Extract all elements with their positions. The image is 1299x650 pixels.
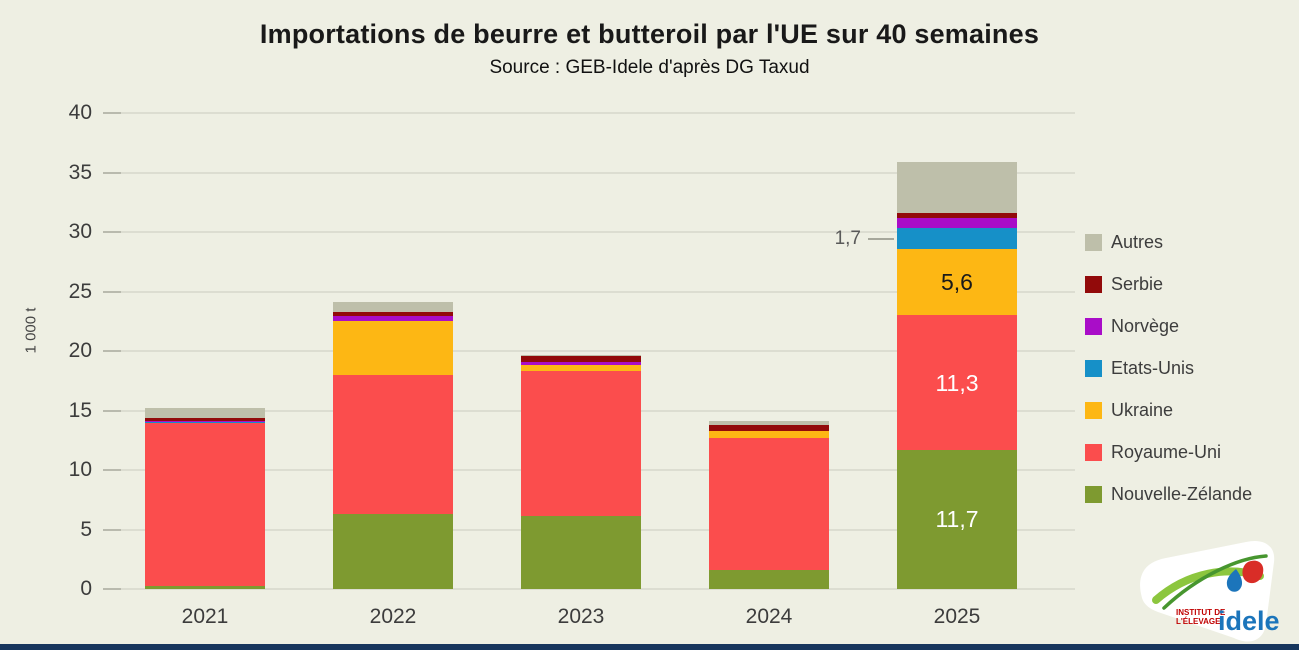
legend-label-Serbie: Serbie	[1111, 273, 1164, 294]
legend-item-Autres: Autres	[1085, 228, 1252, 256]
bar-segment-Serbie-2025	[897, 212, 1017, 218]
legend-item-Norvège: Norvège	[1085, 312, 1252, 340]
y-tick-label-40: 40	[68, 101, 92, 124]
x-tick-label-2021: 2021	[181, 605, 229, 628]
legend-swatch-Nouvelle-Zélande	[1085, 485, 1102, 503]
gridline-40	[103, 112, 1075, 114]
idele-logo: INSTITUT DE L'ÉLEVAGE idele	[1140, 540, 1280, 642]
bar-segment-Ukraine-2025	[897, 248, 1017, 316]
bar-value-label-Nouvelle-Zélande-2025: 11,7	[935, 506, 979, 533]
legend-swatch-Etats-Unis	[1085, 359, 1102, 377]
legend-swatch-Ukraine	[1085, 401, 1102, 419]
y-tick-mark-15	[103, 409, 121, 412]
footer-accent-bar	[0, 644, 1299, 650]
annotation-1-7: 1,7	[817, 226, 894, 252]
bar-segment-Etats-Unis-2021	[145, 421, 265, 423]
annotation-leader-line	[868, 237, 894, 240]
y-tick-mark-5	[103, 528, 121, 531]
gridline-30	[103, 231, 1075, 233]
y-tick-label-25: 25	[68, 279, 92, 303]
y-tick-label-0: 0	[80, 577, 92, 600]
bar-segment-Norvège-2025	[897, 217, 1017, 229]
gridline-35	[103, 171, 1075, 174]
legend-swatch-Royaume-Uni	[1085, 443, 1102, 461]
legend-swatch-Serbie	[1085, 275, 1102, 293]
bar-segment-Royaume-Uni-2021	[145, 422, 265, 586]
legend-item-Ukraine: Ukraine	[1085, 396, 1252, 424]
y-tick-mark-10	[103, 469, 121, 471]
bar-segment-Autres-2021	[145, 407, 265, 418]
bar-segment-Norvège-2021	[145, 421, 265, 422]
legend-label-Norvège: Norvège	[1111, 315, 1180, 336]
x-tick-label-2025: 2025	[933, 605, 981, 628]
bar-segment-Ukraine-2024	[709, 430, 829, 438]
logo-blue-droplet	[1226, 569, 1243, 592]
annotation-text: 1,7	[834, 227, 861, 249]
y-tick-label-5: 5	[80, 517, 92, 541]
x-tick-label-2024: 2024	[745, 605, 793, 628]
bar-segment-Etats-Unis-2025	[897, 228, 1017, 249]
legend-item-Royaume-Uni: Royaume-Uni	[1085, 438, 1252, 466]
y-tick-mark-30	[103, 231, 121, 233]
y-tick-mark-20	[103, 350, 121, 352]
legend-item-Serbie: Serbie	[1085, 270, 1252, 298]
y-tick-mark-35	[103, 171, 121, 174]
legend-item-Etats-Unis: Etats-Unis	[1085, 354, 1252, 382]
x-tick-label-2022: 2022	[369, 605, 417, 628]
bar-segment-Nouvelle-Zélande-2024	[709, 569, 829, 589]
bar-segment-Autres-2024	[709, 420, 829, 425]
y-tick-label-10: 10	[68, 458, 92, 481]
bar-segment-Nouvelle-Zélande-2022	[333, 514, 453, 589]
logo-red-comma	[1242, 560, 1264, 584]
y-tick-label-35: 35	[68, 160, 92, 184]
bar-segment-Nouvelle-Zélande-2021	[145, 586, 265, 589]
y-tick-label-15: 15	[68, 398, 92, 422]
logo-line1: INSTITUT DE	[1176, 608, 1226, 617]
legend-swatch-Autres	[1085, 233, 1102, 251]
legend-label-Nouvelle-Zélande: Nouvelle-Zélande	[1111, 483, 1253, 504]
bar-segment-Royaume-Uni-2022	[333, 374, 453, 515]
bar-segment-Serbie-2021	[145, 417, 265, 422]
legend: Autres Serbie Norvège Etats-Unis Ukraine Roya…	[1085, 228, 1252, 522]
bar-segment-Royaume-Uni-2024	[709, 437, 829, 570]
bar-segment-Autres-2025	[897, 161, 1017, 213]
legend-label-Royaume-Uni: Royaume-Uni	[1111, 441, 1222, 462]
gridline-0	[103, 588, 1075, 590]
bar-segment-Autres-2022	[333, 302, 453, 313]
logo-green-swoosh-dark	[1162, 554, 1268, 610]
logo-line2: L'ÉLEVAGE	[1176, 617, 1221, 626]
bar-segment-Serbie-2024	[709, 424, 829, 431]
chart-subtitle: Source : GEB-Idele d'après DG Taxud	[489, 57, 810, 78]
y-tick-mark-0	[103, 588, 121, 590]
legend-label-Etats-Unis: Etats-Unis	[1111, 357, 1195, 378]
gridline-25	[103, 290, 1075, 293]
bar-segment-Ukraine-2023	[521, 365, 641, 371]
bar-segment-Norvège-2023	[521, 361, 641, 366]
legend-label-Ukraine: Ukraine	[1111, 399, 1174, 420]
bar-segment-Royaume-Uni-2023	[521, 370, 641, 516]
y-tick-mark-25	[103, 290, 121, 293]
bar-segment-Ukraine-2022	[333, 321, 453, 375]
chart-title: Importations de beurre et butteroil par …	[259, 19, 1040, 49]
legend-item-Nouvelle-Zélande: Nouvelle-Zélande	[1085, 480, 1252, 508]
x-tick-label-2023: 2023	[557, 605, 605, 628]
bar-value-label-Ukraine-2025: 5,6	[941, 268, 973, 295]
bar-segment-Serbie-2023	[521, 356, 641, 362]
bar-segment-Autres-2023	[521, 354, 641, 357]
bar-segment-Nouvelle-Zélande-2025	[897, 449, 1017, 589]
bar-value-label-Royaume-Uni-2025: 11,3	[935, 369, 979, 396]
y-tick-label-20: 20	[68, 339, 92, 362]
bar-segment-Norvège-2022	[333, 316, 453, 322]
bar-segment-Serbie-2022	[333, 312, 453, 317]
legend-swatch-Norvège	[1085, 317, 1102, 335]
gridline-20	[103, 350, 1075, 352]
logo-pick-shape	[1140, 540, 1275, 642]
logo-brand: idele	[1218, 606, 1280, 636]
legend-label-Autres: Autres	[1111, 231, 1164, 252]
y-tick-label-30: 30	[68, 220, 92, 243]
bar-segment-Nouvelle-Zélande-2023	[521, 515, 641, 589]
bar-segment-Royaume-Uni-2025	[897, 315, 1017, 450]
y-tick-mark-40	[103, 112, 121, 114]
